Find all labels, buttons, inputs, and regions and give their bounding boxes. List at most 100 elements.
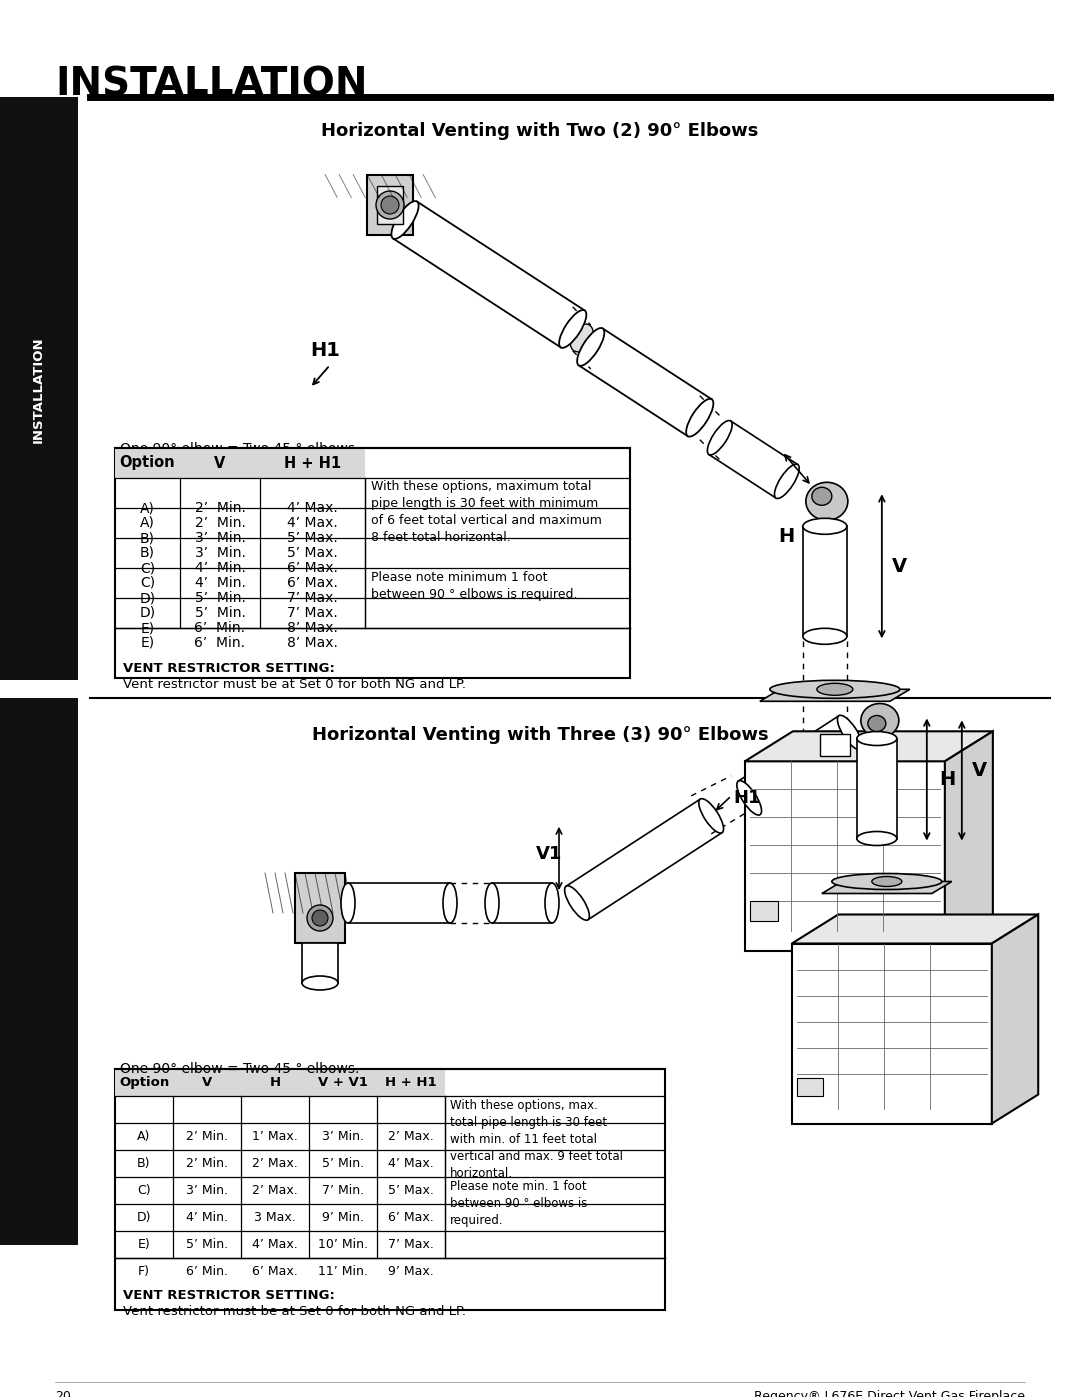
Text: F): F): [138, 1266, 150, 1278]
Polygon shape: [745, 761, 945, 951]
Text: E): E): [137, 1238, 150, 1250]
Text: V: V: [892, 557, 907, 576]
Text: 4’ Max.: 4’ Max.: [287, 502, 338, 515]
Text: 5’ Min.: 5’ Min.: [322, 1157, 364, 1171]
Text: 6’ Max.: 6’ Max.: [287, 576, 338, 590]
Bar: [114, 448, 365, 478]
Text: H1: H1: [733, 789, 761, 806]
Ellipse shape: [545, 883, 559, 923]
Polygon shape: [991, 915, 1038, 1123]
Text: 2’  Min.: 2’ Min.: [194, 502, 245, 515]
Text: VENT RESTRICTOR SETTING:: VENT RESTRICTOR SETTING:: [123, 1289, 335, 1302]
Text: 2’ Min.: 2’ Min.: [186, 1157, 228, 1171]
Text: 2’ Max.: 2’ Max.: [252, 1157, 298, 1171]
Polygon shape: [377, 186, 403, 224]
Bar: [750, 901, 778, 921]
Text: 2’ Min.: 2’ Min.: [186, 1130, 228, 1143]
Text: 4’  Min.: 4’ Min.: [194, 562, 245, 576]
Text: H: H: [939, 770, 955, 789]
Polygon shape: [708, 420, 798, 499]
Text: E): E): [140, 636, 154, 650]
Text: With these options, maximum total
pipe length is 30 feet with minimum
of 6 feet : With these options, maximum total pipe l…: [372, 481, 602, 543]
Polygon shape: [792, 915, 1038, 943]
Ellipse shape: [832, 873, 942, 890]
Ellipse shape: [812, 488, 832, 506]
Text: A): A): [137, 1130, 151, 1143]
Text: B): B): [137, 1157, 151, 1171]
Ellipse shape: [381, 196, 399, 214]
Text: C): C): [140, 576, 156, 590]
Text: A): A): [140, 502, 154, 515]
Text: 4’ Max.: 4’ Max.: [252, 1238, 298, 1250]
Ellipse shape: [806, 482, 848, 520]
Polygon shape: [393, 201, 584, 348]
Text: 5’ Max.: 5’ Max.: [388, 1185, 434, 1197]
Text: Regency® L676E Direct Vent Gas Fireplace: Regency® L676E Direct Vent Gas Fireplace: [754, 1390, 1025, 1397]
Ellipse shape: [559, 310, 586, 348]
Bar: [114, 1069, 665, 1310]
Polygon shape: [739, 715, 861, 814]
Polygon shape: [760, 689, 909, 701]
Ellipse shape: [565, 886, 590, 921]
Text: Vent restrictor must be at Set 0 for both NG and LP.: Vent restrictor must be at Set 0 for bot…: [123, 678, 465, 692]
Text: 3’ Min.: 3’ Min.: [186, 1185, 228, 1197]
Ellipse shape: [699, 799, 724, 833]
Text: 10’ Min.: 10’ Min.: [318, 1238, 368, 1250]
Bar: [0, 698, 78, 1245]
Text: 2’ Max.: 2’ Max.: [252, 1185, 298, 1197]
Text: One 90° elbow = Two 45 ° elbows.: One 90° elbow = Two 45 ° elbows.: [120, 441, 360, 455]
Text: 6’  Min.: 6’ Min.: [194, 622, 245, 636]
Ellipse shape: [577, 328, 605, 366]
Text: V + V1: V + V1: [319, 1076, 368, 1090]
Text: INSTALLATION: INSTALLATION: [55, 66, 367, 103]
Ellipse shape: [774, 464, 799, 499]
Text: 6’ Min.: 6’ Min.: [186, 1266, 228, 1278]
Ellipse shape: [707, 420, 732, 455]
Text: 3 Max.: 3 Max.: [254, 1211, 296, 1224]
Polygon shape: [802, 527, 847, 636]
Text: 7’ Max.: 7’ Max.: [287, 606, 338, 620]
Polygon shape: [745, 731, 993, 761]
Ellipse shape: [312, 909, 328, 926]
Polygon shape: [822, 882, 951, 894]
Text: E): E): [140, 622, 154, 636]
Text: 5’ Max.: 5’ Max.: [287, 546, 338, 560]
Text: 7’ Min.: 7’ Min.: [322, 1185, 364, 1197]
Text: H + H1: H + H1: [386, 1076, 436, 1090]
Ellipse shape: [686, 398, 714, 437]
Ellipse shape: [443, 883, 457, 923]
Ellipse shape: [872, 876, 902, 887]
Ellipse shape: [302, 977, 338, 990]
Text: Please note min. 1 foot
between 90 ° elbows is
required.: Please note min. 1 foot between 90 ° elb…: [450, 1180, 588, 1227]
Ellipse shape: [802, 629, 847, 644]
Text: 7’ Max.: 7’ Max.: [388, 1238, 434, 1250]
Polygon shape: [295, 873, 345, 943]
Text: D): D): [139, 606, 156, 620]
Text: 2’  Min.: 2’ Min.: [194, 515, 245, 529]
Text: Option: Option: [120, 455, 175, 471]
Bar: [114, 448, 630, 678]
Text: 6’ Max.: 6’ Max.: [287, 562, 338, 576]
Text: 6’ Max.: 6’ Max.: [388, 1211, 434, 1224]
Text: B): B): [140, 531, 156, 545]
Text: H1: H1: [310, 341, 340, 359]
Bar: [114, 1069, 445, 1097]
Text: 5’ Max.: 5’ Max.: [287, 531, 338, 545]
Text: D): D): [137, 1211, 151, 1224]
Text: H: H: [779, 527, 795, 546]
Text: One 90° elbow = Two 45 ° elbows.: One 90° elbow = Two 45 ° elbows.: [120, 1062, 360, 1076]
Text: 9’ Max.: 9’ Max.: [388, 1266, 434, 1278]
Text: 9’ Min.: 9’ Min.: [322, 1211, 364, 1224]
Text: Vent restrictor must be at Set 0 for both NG and LP.: Vent restrictor must be at Set 0 for bot…: [123, 1305, 465, 1317]
Polygon shape: [566, 799, 723, 919]
Text: B): B): [140, 546, 156, 560]
Text: 1’ Max.: 1’ Max.: [252, 1130, 298, 1143]
Text: A): A): [140, 515, 154, 529]
Bar: [797, 1077, 823, 1095]
Text: C): C): [140, 562, 156, 576]
Ellipse shape: [856, 831, 896, 845]
Ellipse shape: [770, 680, 900, 698]
Text: V1: V1: [536, 845, 562, 863]
Text: 6’ Max.: 6’ Max.: [252, 1266, 298, 1278]
Bar: [0, 96, 78, 680]
